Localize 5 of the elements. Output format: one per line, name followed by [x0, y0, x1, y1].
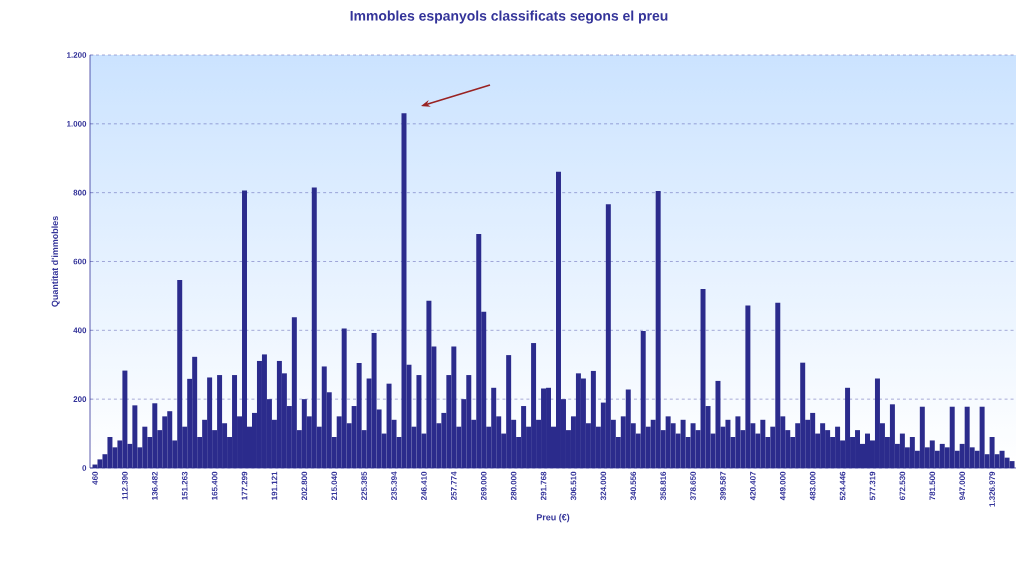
x-axis-title: Preu (€)	[536, 513, 570, 523]
bar	[700, 289, 706, 468]
y-axis-title: Quantitat d'immobles	[51, 216, 60, 307]
bar	[1009, 461, 1015, 468]
chart-title: Immobles espanyols classificats segons el preu	[350, 10, 668, 24]
